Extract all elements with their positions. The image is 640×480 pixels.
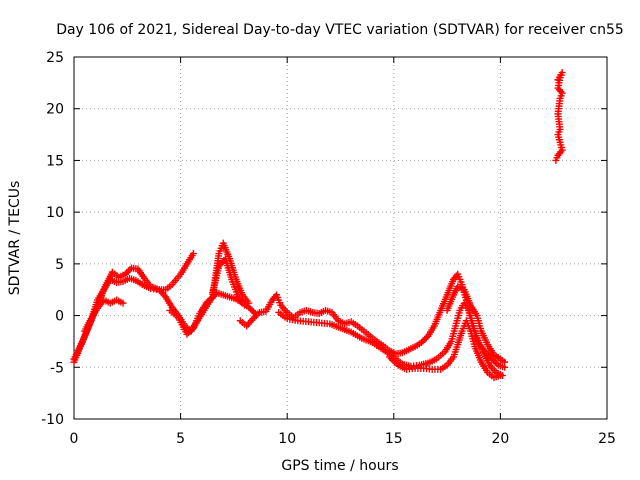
series-track-i <box>443 283 509 366</box>
data-point <box>251 313 259 321</box>
data-point <box>501 358 509 366</box>
series-track-h <box>386 317 504 382</box>
data-point <box>186 327 194 335</box>
data-point <box>418 338 426 346</box>
data-point <box>204 298 212 306</box>
data-point <box>246 305 254 313</box>
y-tick-label: -5 <box>50 360 64 376</box>
data-point <box>554 76 562 84</box>
y-tick-label: 20 <box>46 102 64 118</box>
data-point <box>123 269 131 277</box>
chart-title: Day 106 of 2021, Sidereal Day-to-day VTE… <box>56 22 624 38</box>
data-point <box>119 299 127 307</box>
x-tick-label: 15 <box>385 431 403 447</box>
data-point <box>207 295 215 303</box>
y-tick-label: 25 <box>46 50 64 66</box>
data-point <box>248 306 256 314</box>
data-point <box>189 250 197 258</box>
data-point <box>241 301 249 309</box>
y-tick-label: 15 <box>46 153 64 169</box>
data-point <box>250 308 258 316</box>
series-track-a <box>70 250 197 366</box>
data-points <box>70 69 566 382</box>
data-point <box>419 337 427 345</box>
x-tick-label: 0 <box>70 431 79 447</box>
data-point <box>249 315 257 323</box>
x-axis-label: GPS time / hours <box>281 458 398 474</box>
y-tick-label: 0 <box>55 309 64 325</box>
data-point <box>188 326 196 334</box>
y-tick-label: 5 <box>55 257 64 273</box>
data-point <box>245 299 253 307</box>
x-tick-label: 25 <box>598 431 616 447</box>
data-point <box>183 330 191 338</box>
series-track-c <box>81 296 127 335</box>
data-point <box>422 334 430 342</box>
series-track-e <box>209 255 249 309</box>
series-track-g <box>275 299 507 380</box>
data-point <box>391 358 399 366</box>
data-point <box>491 358 499 366</box>
data-point <box>185 329 193 337</box>
axis-ticks: 0 5 10 15 20 25 -10 -5 0 5 10 15 20 25 <box>41 50 616 447</box>
data-point <box>254 310 262 318</box>
data-point <box>124 267 132 275</box>
plot-frame <box>73 56 608 420</box>
data-point <box>126 266 134 274</box>
y-tick-label: 10 <box>46 205 64 221</box>
data-point <box>493 360 501 368</box>
data-point <box>421 335 429 343</box>
x-tick-label: 20 <box>491 431 509 447</box>
y-tick-label: -10 <box>41 412 64 428</box>
data-point <box>205 296 213 304</box>
data-point <box>496 372 504 380</box>
x-tick-label: 5 <box>176 431 185 447</box>
data-point <box>121 270 129 278</box>
x-tick-label: 10 <box>278 431 296 447</box>
grid-lines <box>74 57 607 419</box>
series-track-j <box>552 69 566 164</box>
y-axis-label: SDTVAR / TECUs <box>7 181 23 296</box>
data-point <box>252 312 260 320</box>
data-point <box>202 299 210 307</box>
